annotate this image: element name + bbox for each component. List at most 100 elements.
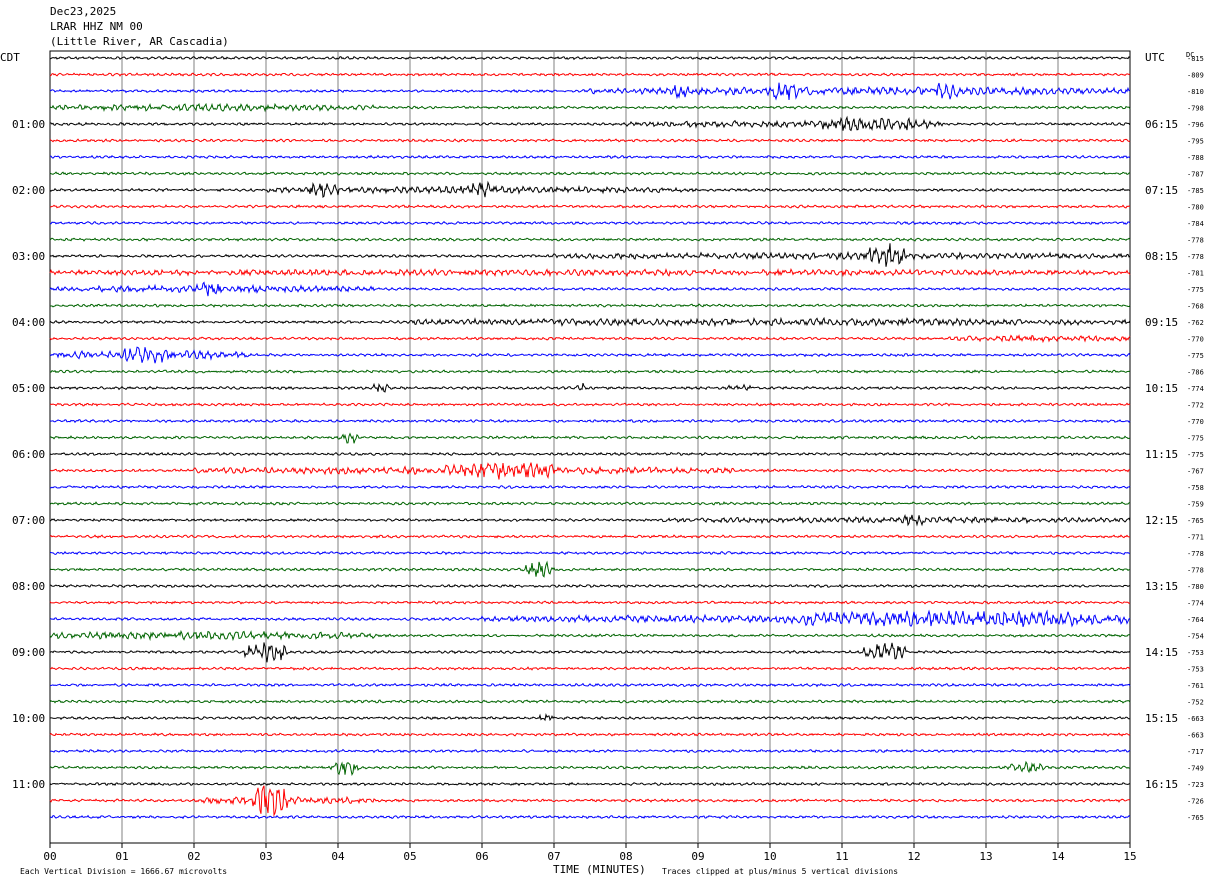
trace-row-24 [49,451,1131,457]
dc-offset-label: -810 [1187,88,1204,96]
trace-row-38 [49,682,1131,688]
location-label: (Little River, AR Cascadia) [50,35,229,48]
dc-offset-label: -663 [1187,732,1204,740]
dc-offset-label: -778 [1187,550,1204,558]
dc-offset-label: -749 [1187,765,1204,773]
left-timezone-label: CDT [0,51,20,64]
dc-offset-label: -785 [1187,187,1204,195]
dc-offset-label: -795 [1187,138,1204,146]
trace-row-18 [49,346,1131,364]
left-hour-label: 07:00 [12,514,45,527]
dc-label: DC [1186,51,1194,59]
left-hour-label: 08:00 [12,580,45,593]
trace-row-23 [49,432,1131,444]
x-tick-label-06: 06 [475,850,488,863]
trace-row-4 [49,115,1131,132]
right-hour-label: 09:15 [1145,316,1178,329]
right-hour-label: 06:15 [1145,118,1178,131]
trace-row-5 [49,138,1131,143]
trace-row-8 [49,180,1131,198]
dc-offset-label: -772 [1187,402,1204,410]
dc-offset-label: -771 [1187,534,1204,542]
right-hour-label: 16:15 [1145,778,1178,791]
dc-offset-label: -759 [1187,501,1204,509]
left-hour-label: 05:00 [12,382,45,395]
x-tick-label-12: 12 [907,850,920,863]
trace-row-3 [49,102,1131,113]
dc-offset-label: -798 [1187,105,1204,113]
dc-offset-label: -815 [1187,55,1204,63]
dc-offset-label: -765 [1187,517,1204,525]
dc-offset-label: -781 [1187,270,1204,278]
left-hour-label: 02:00 [12,184,45,197]
trace-row-46 [49,814,1131,820]
trace-row-14 [49,281,1131,297]
trace-row-0 [49,55,1131,61]
trace-row-15 [49,303,1131,308]
x-tick-label-02: 02 [187,850,200,863]
right-hour-label: 10:15 [1145,382,1178,395]
left-hour-label: 11:00 [12,778,45,791]
dc-offset-label: -809 [1187,72,1204,80]
trace-row-33 [49,600,1131,605]
dc-offset-label: -775 [1187,435,1204,443]
dc-offset-label: -764 [1187,616,1204,624]
right-hour-label: 15:15 [1145,712,1178,725]
left-hour-label: 06:00 [12,448,45,461]
station-label: LRAR HHZ NM 00 [50,20,143,33]
trace-row-2 [49,82,1131,101]
dc-offset-label: -780 [1187,204,1204,212]
date-label: Dec23,2025 [50,5,117,18]
dc-offset-label: -753 [1187,649,1204,657]
dc-offset-label: -774 [1187,600,1204,608]
trace-row-30 [49,550,1131,556]
x-tick-label-07: 07 [547,850,560,863]
right-hour-label: 12:15 [1145,514,1178,527]
trace-row-43 [49,760,1131,776]
dc-offset-label: -762 [1187,319,1204,327]
x-tick-label-14: 14 [1051,850,1065,863]
trace-row-28 [49,514,1131,527]
trace-row-45 [49,785,1131,817]
left-hour-label: 10:00 [12,712,45,725]
x-tick-label-15: 15 [1123,850,1136,863]
trace-row-13 [49,267,1131,278]
plot-frame [49,50,1131,844]
scale-note: Each Vertical Division = 1666.67 microvo… [20,867,228,876]
trace-row-29 [49,534,1131,539]
dc-offset-label: -726 [1187,798,1204,806]
trace-row-35 [49,629,1131,642]
dc-offset-label: -768 [1187,303,1204,311]
dc-offset-label: -778 [1187,253,1204,261]
left-hour-label: 09:00 [12,646,45,659]
trace-row-10 [50,220,1131,226]
trace-row-37 [49,666,1131,671]
left-hour-label: 01:00 [12,118,45,131]
trace-row-34 [49,609,1131,628]
trace-row-7 [49,171,1131,176]
x-tick-label-05: 05 [403,850,416,863]
dc-offset-label: -780 [1187,583,1204,591]
dc-offset-label: -778 [1187,237,1204,245]
dc-offset-label: -775 [1187,451,1204,459]
right-hour-label: 08:15 [1145,250,1178,263]
x-tick-label-00: 00 [43,850,56,863]
trace-row-9 [49,204,1131,209]
right-hour-label: 11:15 [1145,448,1178,461]
x-tick-label-10: 10 [763,850,776,863]
dc-offset-label: -770 [1187,418,1204,426]
trace-row-12 [49,243,1131,267]
dc-offset-label: -778 [1187,567,1204,575]
x-tick-label-13: 13 [979,850,992,863]
clip-note: Traces clipped at plus/minus 5 vertical … [662,867,899,876]
trace-row-1 [49,72,1131,77]
dc-offset-label: -786 [1187,369,1204,377]
trace-row-41 [49,732,1131,737]
trace-row-17 [49,334,1131,344]
dc-offset-label: -775 [1187,352,1204,360]
trace-row-25 [49,462,1131,480]
right-timezone-label: UTC [1145,51,1165,64]
right-hour-label: 13:15 [1145,580,1178,593]
dc-offset-label: -663 [1187,715,1204,723]
trace-row-36 [49,642,1131,663]
